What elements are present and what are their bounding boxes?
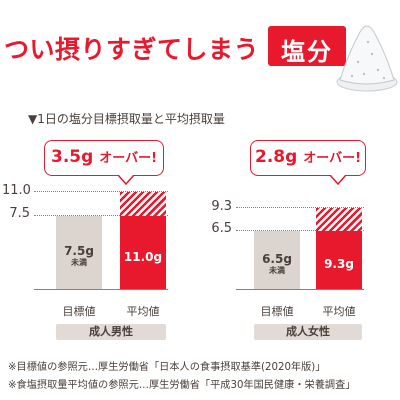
salt-pile-icon: [336, 25, 398, 92]
value-note: 未満: [269, 266, 285, 275]
tick-label: 9.3: [211, 199, 232, 214]
bar-value-average-female: 9.3g: [316, 257, 362, 271]
bar-average-male: [120, 216, 166, 289]
callout-female: 2.8g オーバー!: [250, 140, 366, 185]
tick-label: 11.0: [2, 183, 31, 198]
callout-tail: [330, 175, 346, 185]
baseline: [236, 289, 364, 290]
bar-value-target-male: 7.5g 未満: [56, 244, 102, 268]
callout-tail: [118, 175, 134, 185]
callout-box: [44, 140, 164, 176]
callout-text: 3.5g オーバー!: [44, 147, 164, 167]
callout-value: 3.5g: [50, 147, 94, 167]
value-text: 9.3g: [324, 257, 354, 271]
gridline: [236, 207, 364, 208]
gridline: [34, 191, 168, 192]
category-label: 目標値: [260, 305, 294, 318]
source-note: ※食塩摂取量平均値の参照元…厚生労働省「平成30年国民健康・栄養調査」: [8, 380, 356, 391]
value-text: 6.5g: [262, 252, 292, 266]
bar-average-female: [316, 231, 362, 289]
source-note: ※目標値の参照元…厚生労働省「日本人の食事摂取基準(2020年版)」: [8, 362, 326, 373]
value-text: 7.5g: [64, 244, 94, 258]
salt-badge-label: 塩分: [281, 38, 333, 66]
category-label: 目標値: [62, 305, 96, 318]
callout-suffix: オーバー!: [99, 151, 158, 166]
baseline: [34, 289, 168, 290]
value-note: 未満: [71, 258, 87, 267]
headline: つい摂りすぎてしまう: [4, 35, 260, 64]
bar-excess-female: [316, 208, 362, 231]
callout-male: 3.5g オーバー!: [44, 140, 164, 185]
bar-value-target-female: 6.5g 未満: [254, 252, 300, 276]
tick-label: 6.5: [211, 221, 232, 236]
bar-target-male: [56, 216, 102, 289]
category-label: 平均値: [126, 305, 160, 318]
group-label-female: 成人女性: [254, 324, 362, 340]
gridline: [34, 215, 168, 216]
gridline: [236, 230, 364, 231]
salt-badge: 塩分: [268, 26, 346, 66]
tick-label: 7.5: [9, 206, 30, 221]
bar-target-female: [254, 231, 300, 289]
callout-value: 2.8g: [254, 147, 298, 167]
callout-text: 2.8g オーバー!: [250, 147, 366, 167]
bar-value-average-male: 11.0g: [120, 250, 166, 264]
bar-excess-male: [120, 192, 166, 216]
group-label-male: 成人男性: [56, 324, 166, 340]
value-text: 11.0g: [123, 250, 163, 264]
category-label: 平均値: [322, 305, 356, 318]
callout-suffix: オーバー!: [303, 151, 362, 166]
chart-subtitle: ▼1日の塩分目標摂取量と平均摂取量: [28, 112, 225, 126]
callout-box: [250, 140, 366, 176]
